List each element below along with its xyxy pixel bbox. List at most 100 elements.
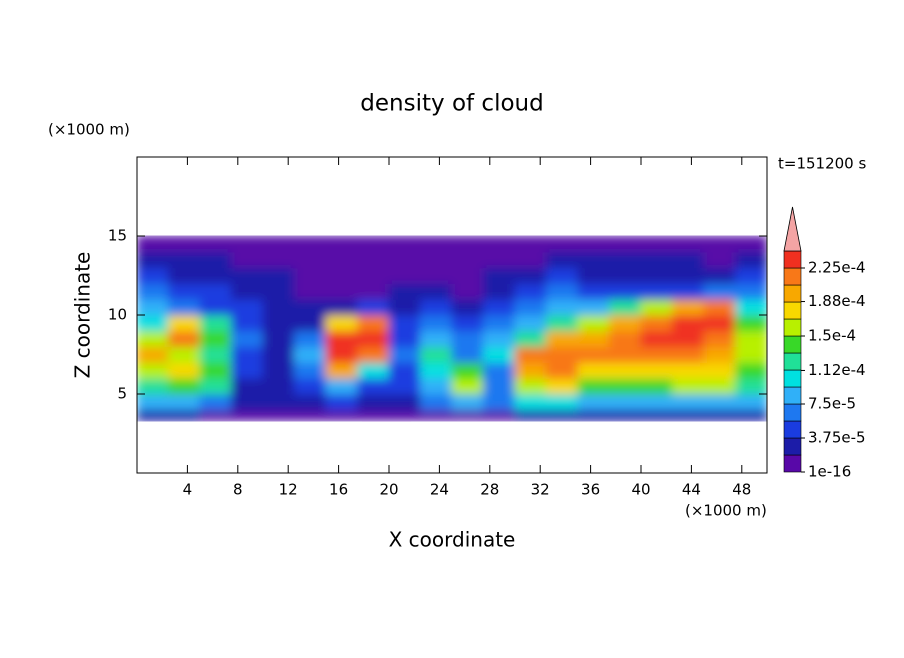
field <box>137 235 767 422</box>
cell <box>672 377 705 395</box>
cell <box>672 361 705 379</box>
cell <box>388 235 421 253</box>
cell <box>640 346 673 363</box>
cell <box>609 361 642 379</box>
cell <box>199 346 232 363</box>
cell <box>137 282 169 300</box>
cell <box>577 282 610 300</box>
cell <box>703 346 736 363</box>
cell <box>168 346 201 363</box>
cell <box>388 409 421 422</box>
cell <box>577 235 610 253</box>
cell <box>325 393 358 411</box>
cell <box>294 361 327 379</box>
cell <box>640 267 673 284</box>
x-tick-label: 48 <box>732 481 751 499</box>
cell <box>357 267 390 284</box>
cell <box>451 282 484 300</box>
cell <box>262 409 295 422</box>
cell <box>325 346 358 363</box>
cell <box>577 361 610 379</box>
cell <box>672 346 705 363</box>
colorbar-segment <box>783 420 802 439</box>
cell <box>451 377 484 395</box>
cell <box>609 251 642 269</box>
x-tick-label: 36 <box>581 481 600 499</box>
colorbar-segment <box>783 318 802 337</box>
cell <box>672 235 705 253</box>
cell <box>514 377 547 395</box>
cell <box>703 298 736 316</box>
cell <box>231 361 264 379</box>
cell <box>451 330 484 348</box>
cell <box>546 298 579 316</box>
colorbar-segment <box>783 369 802 388</box>
contour-fill <box>137 235 767 422</box>
cell <box>514 330 547 348</box>
cell <box>420 251 453 269</box>
cell <box>294 346 327 363</box>
cell <box>168 298 201 316</box>
cell <box>640 330 673 348</box>
cell <box>420 393 453 411</box>
cell <box>262 361 295 379</box>
cell <box>514 314 547 332</box>
cell <box>420 267 453 284</box>
cell <box>388 267 421 284</box>
cell <box>546 346 579 363</box>
cell <box>735 409 767 422</box>
x-unit: (×1000 m) <box>685 502 767 520</box>
x-axis-label: X coordinate <box>389 528 516 552</box>
colorbar-label: 1e-16 <box>808 463 851 481</box>
cell <box>388 377 421 395</box>
x-tick-label: 8 <box>233 481 243 499</box>
colorbar-segment <box>783 352 802 371</box>
cell <box>137 409 169 422</box>
cell <box>703 314 736 332</box>
cell <box>420 361 453 379</box>
cell <box>577 393 610 411</box>
cell <box>483 251 516 269</box>
cell <box>577 251 610 269</box>
cell <box>703 282 736 300</box>
cell <box>703 330 736 348</box>
cell <box>640 314 673 332</box>
cell <box>609 282 642 300</box>
cell <box>262 377 295 395</box>
cell <box>703 235 736 253</box>
cell <box>546 314 579 332</box>
cell <box>262 282 295 300</box>
colorbar-segment <box>783 437 802 456</box>
cell <box>199 251 232 269</box>
cell <box>514 346 547 363</box>
cell <box>357 235 390 253</box>
cell <box>451 251 484 269</box>
cell <box>294 282 327 300</box>
cell <box>609 346 642 363</box>
cell <box>231 235 264 253</box>
cell <box>420 314 453 332</box>
cell <box>137 298 169 316</box>
cell <box>168 393 201 411</box>
cell <box>514 251 547 269</box>
cell <box>262 314 295 332</box>
x-tick-label: 40 <box>631 481 650 499</box>
colorbar-segment <box>783 386 802 405</box>
y-unit: (×1000 m) <box>48 121 130 139</box>
colorbar-label: 1.5e-4 <box>808 327 856 345</box>
cell <box>546 330 579 348</box>
cell <box>231 393 264 411</box>
cell <box>640 251 673 269</box>
cell <box>262 346 295 363</box>
colorbar-label: 1.88e-4 <box>808 292 866 310</box>
cell <box>137 251 169 269</box>
cell <box>325 409 358 422</box>
cell <box>231 267 264 284</box>
cell <box>168 361 201 379</box>
cell <box>262 330 295 348</box>
cell <box>577 298 610 316</box>
cell <box>325 251 358 269</box>
cell <box>199 298 232 316</box>
cell <box>357 282 390 300</box>
